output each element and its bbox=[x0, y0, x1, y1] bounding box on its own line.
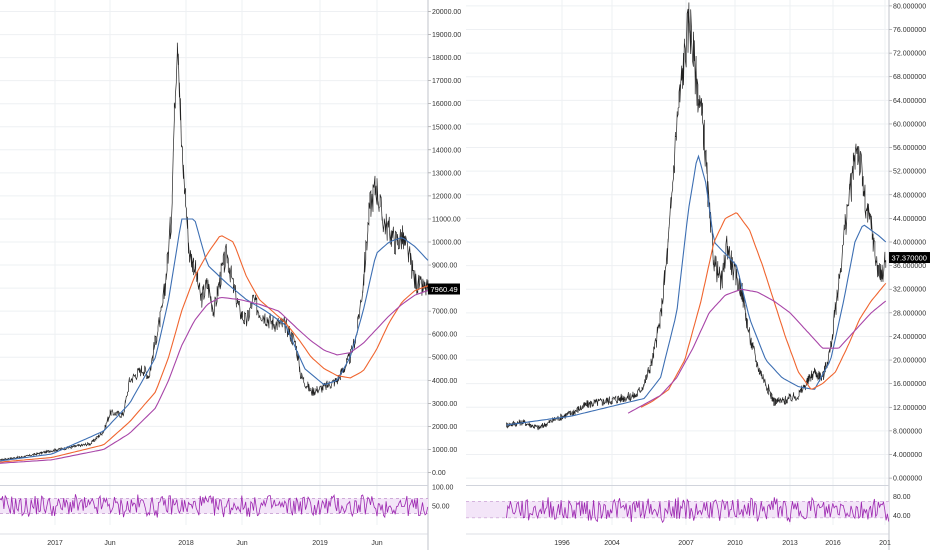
y-tick-label: 16.000000 bbox=[893, 381, 926, 388]
last-price-badge bbox=[428, 283, 460, 295]
moving-average-line bbox=[640, 212, 887, 408]
y-tick-label: 64.000000 bbox=[893, 98, 926, 105]
rsi-line bbox=[506, 496, 890, 524]
y-tick-label: 80.000000 bbox=[893, 3, 926, 10]
y-tick-label: 15000.00 bbox=[432, 124, 461, 131]
y-tick-label: 0.000000 bbox=[893, 476, 922, 483]
y-tick-label: 16000.00 bbox=[432, 101, 461, 108]
moving-average-line bbox=[0, 289, 429, 464]
y-tick-label: 24.000000 bbox=[893, 334, 926, 341]
y-tick-label: 5000.00 bbox=[432, 355, 457, 362]
price-panel-left[interactable]: 0.00 1000.00 2000.00 3000.00 4000.00 5000.00 6… bbox=[0, 0, 461, 550]
y-tick-label: 20.000000 bbox=[893, 358, 926, 365]
y-tick-label: 19000.00 bbox=[432, 32, 461, 39]
y-tick-label: 13000.00 bbox=[432, 170, 461, 177]
y-tick-label: 6000.00 bbox=[432, 332, 457, 339]
rsi-tick-label: 40.00 bbox=[893, 513, 911, 520]
y-tick-label: 68.000000 bbox=[893, 74, 926, 81]
y-tick-label: 11000.00 bbox=[432, 216, 461, 223]
x-tick-label: Jun bbox=[371, 540, 382, 547]
price-series bbox=[506, 2, 887, 431]
y-tick-label: 17000.00 bbox=[432, 78, 461, 85]
moving-average-line bbox=[506, 154, 887, 426]
x-tick-label: 201 bbox=[879, 540, 891, 547]
x-tick-label: 2018 bbox=[178, 540, 194, 547]
y-tick-label: 4.000000 bbox=[893, 452, 922, 459]
x-tick-label: 2004 bbox=[604, 540, 620, 547]
y-tick-label: 1000.00 bbox=[432, 447, 457, 454]
x-tick-label: 1996 bbox=[554, 540, 570, 547]
y-tick-label: 10000.00 bbox=[432, 240, 461, 247]
x-tick-label: 2010 bbox=[727, 540, 743, 547]
y-tick-label: 32.000000 bbox=[893, 287, 926, 294]
x-tick-label: 2013 bbox=[782, 540, 798, 547]
y-tick-label: 76.000000 bbox=[893, 27, 926, 34]
rsi-line bbox=[0, 494, 429, 519]
x-tick-label: 2017 bbox=[47, 540, 63, 547]
x-tick-label: 2007 bbox=[678, 540, 694, 547]
rsi-tick-label: 80.00 bbox=[893, 494, 911, 501]
rsi-panel-left[interactable]: 100.00 50.00 bbox=[0, 485, 454, 519]
y-tick-label: 72.000000 bbox=[893, 51, 926, 58]
y-tick-label: 36.000000 bbox=[893, 263, 926, 270]
y-tick-label: 18000.00 bbox=[432, 55, 461, 62]
y-tick-label: 56.000000 bbox=[893, 145, 926, 152]
y-tick-label: 14000.00 bbox=[432, 147, 461, 154]
y-tick-label: 12.000000 bbox=[893, 405, 926, 412]
y-tick-label: 48.000000 bbox=[893, 192, 926, 199]
y-tick-label: 60.000000 bbox=[893, 121, 926, 128]
moving-average-line bbox=[0, 235, 429, 463]
y-tick-label: 20000.00 bbox=[432, 9, 461, 16]
y-tick-label: 2000.00 bbox=[432, 424, 457, 431]
y-tick-label: 8.000000 bbox=[893, 428, 922, 435]
x-tick-label: 2019 bbox=[312, 540, 328, 547]
y-tick-label: 7000.00 bbox=[432, 309, 457, 316]
y-tick-label: 0.00 bbox=[432, 470, 446, 477]
x-tick-label: 2016 bbox=[825, 540, 841, 547]
price-panel-right[interactable]: 0.000000 4.000000 8.000000 12.000000 16.0000… bbox=[466, 0, 930, 550]
y-tick-label: 44.000000 bbox=[893, 216, 926, 223]
last-price-badge bbox=[889, 252, 930, 264]
y-tick-label: 12000.00 bbox=[432, 193, 461, 200]
last-price-label: 7960.49 bbox=[431, 285, 458, 294]
rsi-panel-right[interactable]: 80.00 40.00 bbox=[466, 494, 911, 524]
last-price-label: 37.370000 bbox=[892, 253, 927, 262]
y-tick-label: 40.000000 bbox=[893, 240, 926, 247]
x-tick-label: Jun bbox=[236, 540, 247, 547]
moving-average-line bbox=[0, 218, 429, 462]
y-tick-label: 9000.00 bbox=[432, 263, 457, 270]
rsi-tick-label: 100.00 bbox=[432, 485, 454, 492]
y-tick-label: 52.000000 bbox=[893, 169, 926, 176]
y-tick-label: 3000.00 bbox=[432, 401, 457, 408]
rsi-tick-label: 50.00 bbox=[432, 504, 450, 511]
y-tick-label: 28.000000 bbox=[893, 310, 926, 317]
moving-average-line bbox=[627, 288, 887, 414]
y-tick-label: 4000.00 bbox=[432, 378, 457, 385]
x-tick-label: Jun bbox=[104, 540, 115, 547]
